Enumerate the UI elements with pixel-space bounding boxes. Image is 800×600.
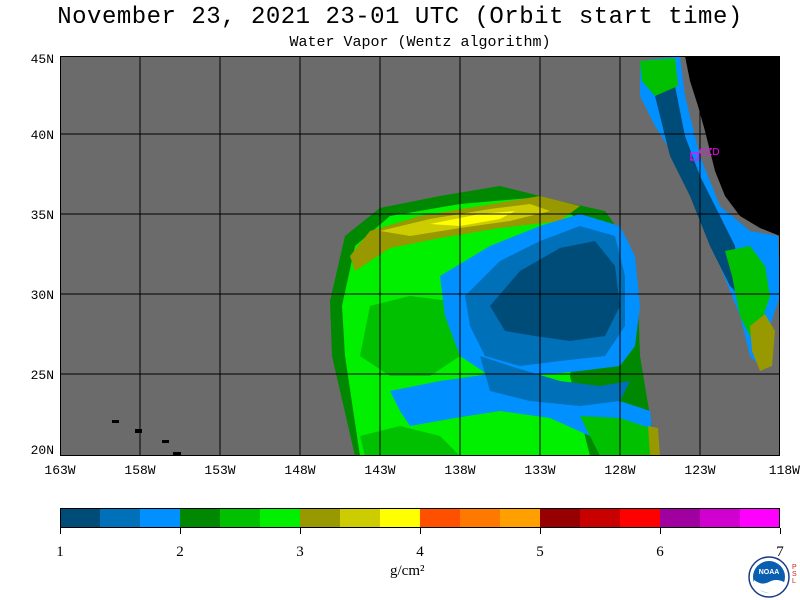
colorbar-units: g/cm²	[390, 563, 425, 579]
chart-subtitle: Water Vapor (Wentz algorithm)	[289, 34, 551, 51]
coastal-swath-green-south	[725, 246, 770, 336]
lon-label-138w: 138W	[444, 463, 476, 478]
lat-label-45n: 45N	[30, 52, 54, 67]
coastal-swath-olive	[750, 314, 775, 371]
lon-label-163w: 163W	[44, 463, 76, 478]
noaa-logo-text: NOAA	[759, 569, 780, 576]
lat-label-20n: 20N	[30, 443, 54, 458]
station-label: CZD	[699, 147, 720, 158]
lon-label-143w: 143W	[364, 463, 396, 478]
colorbar-label-6: 6	[656, 544, 664, 560]
station-marker-icon	[690, 152, 699, 161]
lat-label-30n: 30N	[30, 288, 54, 303]
lon-label-158w: 158W	[124, 463, 156, 478]
colorbar-label-5: 5	[536, 544, 544, 560]
swath-moist-left	[360, 426, 460, 456]
station-marker-czd: CZD	[690, 147, 720, 161]
lat-lon-grid	[60, 56, 780, 456]
swath-band-blue-lower	[390, 374, 655, 456]
swath-band-green-lower	[360, 296, 460, 376]
lat-label-35n: 35N	[30, 208, 54, 223]
lat-label-25n: 25N	[30, 368, 54, 383]
noaa-logo-icon[interactable]: NOAA	[748, 556, 790, 598]
psl-side-text: PSL	[792, 564, 798, 585]
colorbar-cell	[220, 508, 261, 528]
colorbar-tick	[660, 528, 661, 534]
colorbar-cell	[180, 508, 221, 528]
colorbar-label-3: 3	[296, 544, 304, 560]
colorbar-tick	[180, 528, 181, 534]
swath-dry-tail	[480, 356, 630, 406]
lat-label-40n: 40N	[30, 128, 54, 143]
swath-band-green-south	[580, 416, 656, 456]
land-california	[685, 56, 780, 236]
lon-label-153w: 153W	[204, 463, 236, 478]
colorbar	[60, 508, 780, 528]
colorbar-cell	[100, 508, 141, 528]
colorbar-cells	[60, 508, 780, 528]
colorbar-cell	[580, 508, 621, 528]
colorbar-label-1: 1	[56, 544, 64, 560]
swath-dry-core	[490, 241, 620, 341]
chart-title: November 23, 2021 23-01 UTC (Orbit start…	[57, 4, 743, 31]
swath-band-orange-edge	[648, 426, 660, 456]
lon-label-123w: 123W	[684, 463, 716, 478]
colorbar-cell	[260, 508, 301, 528]
coastal-swath-green-north	[640, 58, 678, 96]
colorbar-cell	[700, 508, 741, 528]
colorbar-tick	[300, 528, 301, 534]
lon-label-148w: 148W	[284, 463, 316, 478]
colorbar-label-2: 2	[176, 544, 184, 560]
colorbar-cell	[500, 508, 541, 528]
swath-band-yellow	[430, 211, 515, 226]
colorbar-cell	[540, 508, 581, 528]
hawaii-island-big	[173, 452, 181, 456]
colorbar-tick	[420, 528, 421, 534]
colorbar-border	[60, 508, 780, 528]
colorbar-label-4: 4	[416, 544, 424, 560]
colorbar-cell	[300, 508, 341, 528]
colorbar-cell	[340, 508, 381, 528]
water-vapor-map: CZD	[60, 56, 780, 456]
colorbar-tick	[60, 528, 61, 534]
colorbar-cell	[420, 508, 461, 528]
coastal-swath-dry	[655, 86, 740, 296]
map-border	[60, 56, 780, 456]
lon-label-118w: 118W	[768, 463, 800, 478]
hawaii-island-oahu	[135, 429, 142, 433]
colorbar-tick	[540, 528, 541, 534]
psl-label: PSL	[792, 564, 797, 585]
colorbar-cell	[660, 508, 701, 528]
colorbar-cell	[380, 508, 421, 528]
colorbar-cell	[460, 508, 501, 528]
colorbar-label-7: 7	[776, 544, 784, 560]
colorbar-cell	[140, 508, 181, 528]
lon-label-133w: 133W	[524, 463, 556, 478]
colorbar-cell	[740, 508, 780, 528]
hawaii-island-kauai	[112, 420, 119, 423]
colorbar-cell	[620, 508, 661, 528]
lon-label-128w: 128W	[604, 463, 636, 478]
hawaii-island-maui	[162, 440, 169, 443]
colorbar-tick	[780, 528, 781, 534]
colorbar-cell	[60, 508, 101, 528]
